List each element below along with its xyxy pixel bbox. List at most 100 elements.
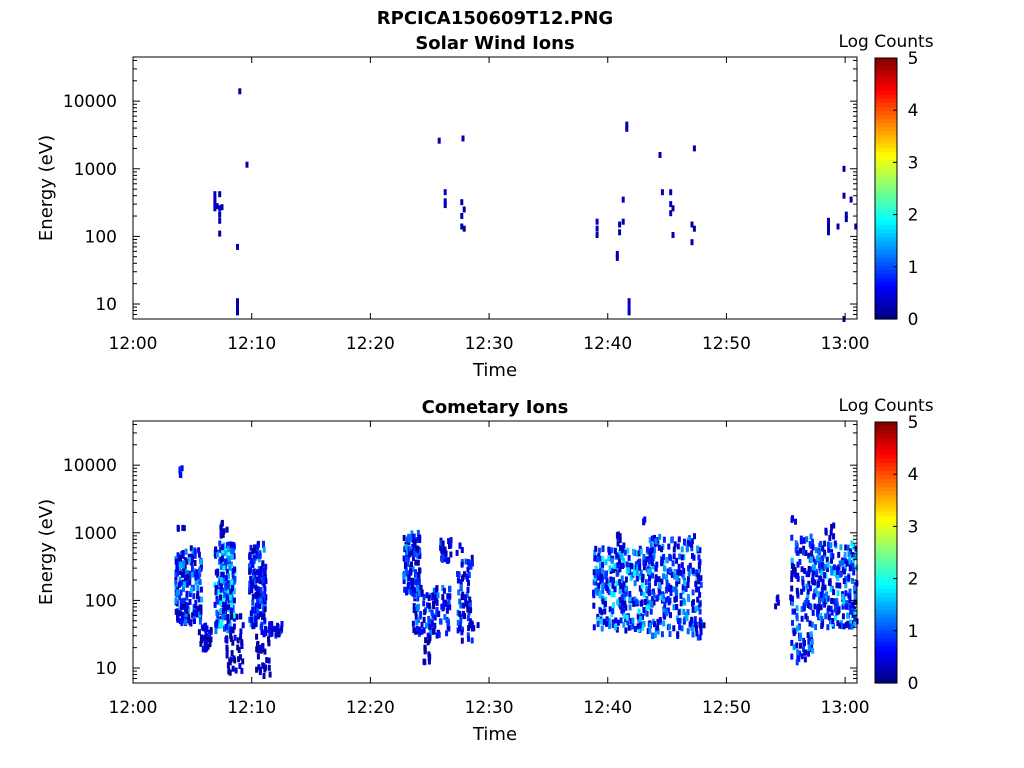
spectrogram-pixel <box>413 538 417 545</box>
spectrogram-pixel <box>851 601 855 608</box>
spectrogram-pixel <box>193 552 197 559</box>
spectrogram-pixel <box>197 629 201 636</box>
colorbar-segment <box>875 135 897 141</box>
colorbar-segment <box>875 127 897 133</box>
spectrogram-pixel <box>844 216 848 223</box>
spectrogram-pixel <box>610 558 614 564</box>
spectrogram-pixel <box>460 547 464 553</box>
spectrogram-pixel <box>417 571 421 578</box>
spectrogram-pixel <box>789 594 793 601</box>
spectrogram-pixel <box>811 564 815 571</box>
spectrogram-pixel <box>223 591 227 598</box>
spectrogram-pixel <box>443 614 447 620</box>
spectrogram-pixel <box>226 617 230 624</box>
spectrogram-pixel <box>631 617 635 624</box>
spectrogram-pixel <box>811 541 815 548</box>
spectrogram-pixel <box>599 566 602 573</box>
spectrogram-pixel <box>827 541 830 548</box>
spectrogram-pixel <box>412 533 416 540</box>
spectrogram-pixel <box>679 600 683 607</box>
spectrogram-pixel <box>699 581 703 588</box>
spectrogram-pixel <box>603 596 607 603</box>
spectrogram-pixel <box>464 595 468 602</box>
colorbar-segment <box>875 249 897 255</box>
spectrogram-pixel <box>208 641 212 648</box>
spectrogram-pixel <box>249 610 253 617</box>
colorbar-segment <box>875 241 897 247</box>
spectrogram-pixel <box>648 575 652 582</box>
spectrogram-pixel <box>677 563 681 570</box>
spectrogram-pixel <box>184 610 188 617</box>
spectrogram-pixel <box>408 551 412 558</box>
spectrogram-pixel <box>612 562 616 569</box>
spectrogram-pixel <box>221 547 225 554</box>
spectrogram-pixel <box>615 580 619 587</box>
spectrogram-pixel <box>653 547 657 554</box>
spectrogram-pixel <box>678 553 682 560</box>
spectrogram-pixel <box>462 225 466 232</box>
colorbar-segment <box>875 499 897 505</box>
y-axis-label: Energy (eV) <box>36 499 57 605</box>
spectrogram-pixel <box>441 585 445 591</box>
spectrogram-pixel <box>204 639 208 646</box>
spectrogram-pixel <box>814 568 818 575</box>
spectrogram-pixel <box>653 534 656 541</box>
spectrogram-pixel <box>649 570 653 577</box>
spectrogram-pixel <box>226 627 230 634</box>
spectrogram-pixel <box>811 609 815 616</box>
spectrogram-pixel <box>817 598 821 605</box>
spectrogram-pixel <box>804 613 808 620</box>
spectrogram-pixel <box>466 586 470 593</box>
colorbar-segment <box>875 278 897 283</box>
spectrogram-pixel <box>648 537 652 544</box>
spectrogram-pixel <box>257 566 261 572</box>
spectrogram-pixel <box>185 558 189 565</box>
spectrogram-pixel <box>662 606 666 613</box>
spectrogram-pixel <box>697 586 701 593</box>
spectrogram-pixel <box>218 576 222 583</box>
spectrogram-pixel <box>810 621 814 628</box>
spectrogram-pixel <box>656 628 660 635</box>
colorbar-segment <box>875 208 897 214</box>
spectrogram-pixel <box>790 557 794 564</box>
spectrogram-pixel <box>642 591 646 598</box>
spectrogram-pixel <box>649 542 653 549</box>
spectrogram-pixel <box>820 566 824 572</box>
spectrogram-pixel <box>598 562 602 569</box>
spectrogram-pixel <box>607 546 611 553</box>
spectrogram-pixel <box>230 554 234 560</box>
spectrogram-pixel <box>598 555 602 562</box>
spectrogram-pixel <box>799 535 803 542</box>
spectrogram-pixel <box>467 580 470 587</box>
spectrogram-pixel <box>406 546 410 553</box>
spectrogram-pixel <box>625 121 629 128</box>
spectrogram-pixel <box>620 607 624 614</box>
plot-frame <box>132 56 858 320</box>
spectrogram-pixel <box>823 549 826 556</box>
spectrogram-pixel <box>225 568 229 575</box>
spectrogram-pixel <box>827 229 830 236</box>
spectrogram-pixel <box>850 540 854 547</box>
x-axis-label: Time <box>472 360 517 381</box>
spectrogram-pixel <box>414 605 418 612</box>
spectrogram-pixel <box>674 592 678 599</box>
x-tick-label: 13:00 <box>821 334 870 354</box>
spectrogram-pixel <box>255 553 259 560</box>
spectrogram-pixel <box>846 620 850 627</box>
spectrogram-pixel <box>176 524 180 531</box>
spectrogram-pixel <box>232 542 236 549</box>
colorbar-segment <box>875 270 897 275</box>
spectrogram-pixel <box>650 560 654 566</box>
spectrogram-pixel <box>836 575 840 581</box>
spectrogram-pixel <box>258 590 262 597</box>
colorbar-tick-label: 1 <box>908 258 919 278</box>
spectrogram-pixel <box>248 563 251 570</box>
spectrogram-pixel <box>261 662 265 669</box>
spectrogram-pixel <box>427 637 431 644</box>
spectrogram-pixel <box>219 577 223 584</box>
spectrogram-pixel <box>264 578 268 585</box>
spectrogram-pixel <box>255 569 259 576</box>
spectrogram-pixel <box>215 203 219 210</box>
spectrogram-pixel <box>260 629 264 635</box>
spectrogram-pixel <box>685 545 689 552</box>
